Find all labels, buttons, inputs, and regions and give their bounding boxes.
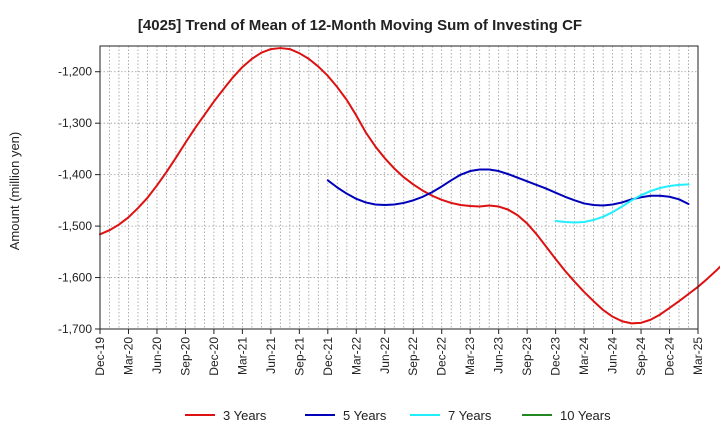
plot-frame — [99, 45, 699, 330]
legend: 3 Years 5 Years 7 Years 10 Years — [185, 408, 611, 423]
legend-label: 3 Years — [223, 408, 267, 423]
legend-label: 5 Years — [343, 408, 387, 423]
chart-title: [4025] Trend of Mean of 12-Month Moving … — [138, 17, 582, 34]
x-tick-label: Jun-21 — [264, 337, 278, 374]
series-lines — [99, 47, 720, 325]
x-tick-label: Mar-24 — [577, 337, 591, 375]
plot-area — [100, 46, 698, 329]
y-tick-label: -1,700 — [58, 322, 92, 336]
x-tick-label: Sep-24 — [634, 337, 648, 376]
x-tick-label: Sep-23 — [520, 337, 534, 376]
x-tick-label: Mar-21 — [235, 337, 249, 375]
x-tick-label: Dec-19 — [93, 337, 107, 376]
x-tick-label: Mar-22 — [349, 337, 363, 375]
x-tick-label: Jun-24 — [606, 337, 620, 374]
x-tick-label: Jun-20 — [150, 337, 164, 374]
x-tick-label: Dec-22 — [435, 337, 449, 376]
y-tick-label: -1,600 — [58, 271, 92, 285]
x-tick-label: Jun-23 — [492, 337, 506, 374]
x-tick-label: Dec-21 — [321, 337, 335, 376]
series-line-7-years — [554, 183, 690, 224]
x-tick-label: Dec-24 — [663, 337, 677, 376]
y-tick-label: -1,200 — [58, 65, 92, 79]
legend-label: 7 Years — [448, 408, 492, 423]
x-tick-label: Mar-20 — [121, 337, 135, 375]
x-tick-label: Mar-23 — [463, 337, 477, 375]
x-tick-label: Mar-25 — [691, 337, 705, 375]
x-axis: Dec-19 Mar-20 Jun-20 Sep-20 Dec-20 Mar-21 Jun-… — [93, 329, 705, 376]
x-tick-label: Sep-20 — [178, 337, 192, 376]
x-tick-label: Dec-20 — [207, 337, 221, 376]
y-axis: -1,200 -1,300 -1,400 -1,500 -1,600 -1,700 — [58, 65, 100, 336]
series-line-5-years — [326, 168, 690, 207]
y-tick-label: -1,500 — [58, 219, 92, 233]
legend-label: 10 Years — [560, 408, 611, 423]
x-tick-label: Dec-23 — [549, 337, 563, 376]
y-tick-label: -1,300 — [58, 116, 92, 130]
x-tick-label: Sep-22 — [406, 337, 420, 376]
y-axis-label: Amount (million yen) — [7, 132, 22, 251]
series-line-3-years — [99, 47, 720, 325]
x-tick-label: Jun-22 — [378, 337, 392, 374]
y-tick-label: -1,400 — [58, 168, 92, 182]
x-tick-label: Sep-21 — [292, 337, 306, 376]
